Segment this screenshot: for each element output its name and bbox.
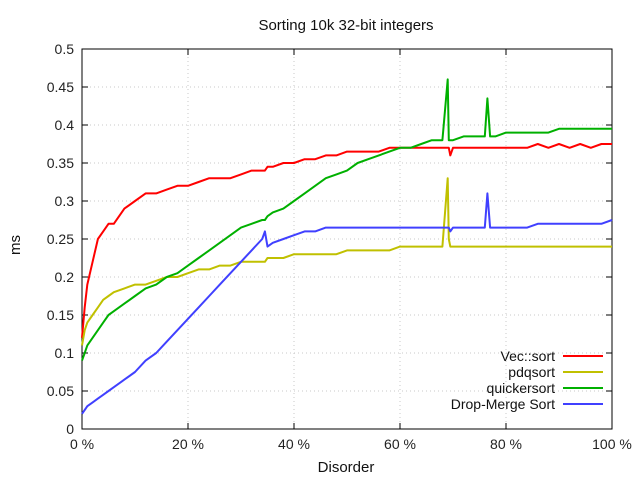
x-tick-label: 60 % [384,436,416,452]
legend-label: quickersort [487,380,556,396]
x-tick-label: 40 % [278,436,310,452]
y-tick-label: 0 [66,421,74,437]
y-tick-label: 0.35 [47,155,74,171]
y-tick-label: 0.4 [55,117,75,133]
y-tick-label: 0.2 [55,269,75,285]
chart-title: Sorting 10k 32-bit integers [258,17,433,34]
series-line-pdqsort [81,177,612,346]
y-axis: 0 0.05 0.1 0.15 0.2 0.25 0.3 0.35 0.4 0.45 0.5 [47,41,612,437]
legend-label: Vec::sort [501,348,556,364]
y-tick-label: 0.3 [55,193,75,209]
y-tick-label: 0.1 [55,345,75,361]
y-tick-label: 0.25 [47,231,74,247]
series-line-quickersort [81,78,612,361]
x-tick-label: 80 % [490,436,522,452]
y-tick-label: 0.05 [47,383,74,399]
x-tick-label: 20 % [172,436,204,452]
legend-label: Drop-Merge Sort [451,396,555,412]
series-line-drop-merge-sort [81,192,613,415]
series-lines [81,78,613,415]
x-tick-label: 0 % [70,436,94,452]
y-tick-label: 0.45 [47,79,74,95]
x-axis: 0 % 20 % 40 % 60 % 80 % 100 % [70,49,632,452]
legend-label: pdqsort [508,364,555,380]
y-tick-label: 0.15 [47,307,74,323]
y-axis-title: ms [7,235,24,255]
y-tick-label: 0.5 [55,41,75,57]
x-axis-title: Disorder [318,459,375,476]
series-line-vec-sort [81,143,612,338]
x-tick-label: 100 % [592,436,632,452]
